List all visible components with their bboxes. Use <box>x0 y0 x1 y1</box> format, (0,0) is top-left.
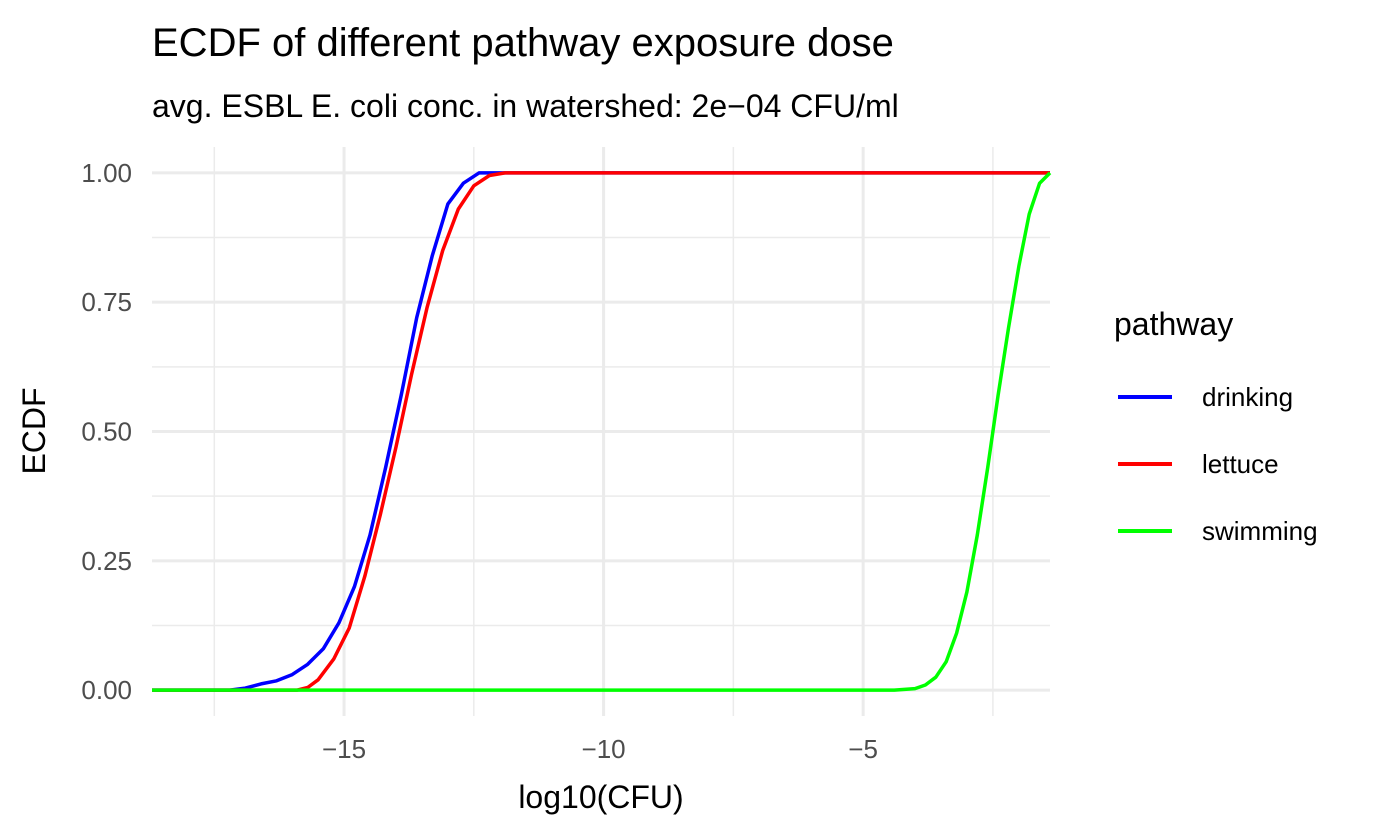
y-tick-label: 0.75 <box>81 287 132 317</box>
chart-title: ECDF of different pathway exposure dose <box>152 21 894 65</box>
y-tick-label: 0.00 <box>81 675 132 705</box>
legend-label-drinking: drinking <box>1202 382 1293 412</box>
y-axis-title: ECDF <box>16 387 52 474</box>
x-tick-label: −5 <box>848 734 878 764</box>
y-tick-labels: 0.00 0.25 0.50 0.75 1.00 <box>81 158 132 705</box>
y-tick-label: 0.25 <box>81 546 132 576</box>
legend: pathway drinking lettuce swimming <box>1114 306 1318 546</box>
legend-label-swimming: swimming <box>1202 516 1318 546</box>
series-line-drinking <box>152 171 1050 692</box>
legend-items: drinking lettuce swimming <box>1118 382 1318 546</box>
grid-lines <box>152 147 1050 716</box>
y-tick-label: 0.50 <box>81 417 132 447</box>
x-tick-labels: −15 −10 −5 <box>322 734 878 764</box>
x-tick-label: −10 <box>582 734 626 764</box>
x-tick-label: −15 <box>322 734 366 764</box>
series-line-swimming <box>152 171 1052 692</box>
y-tick-label: 1.00 <box>81 158 132 188</box>
legend-title: pathway <box>1114 306 1233 342</box>
legend-label-lettuce: lettuce <box>1202 449 1279 479</box>
x-axis-title: log10(CFU) <box>518 779 683 815</box>
series-lines <box>152 171 1052 692</box>
series-line-lettuce <box>152 171 1050 692</box>
chart-subtitle: avg. ESBL E. coli conc. in watershed: 2e… <box>152 88 899 124</box>
